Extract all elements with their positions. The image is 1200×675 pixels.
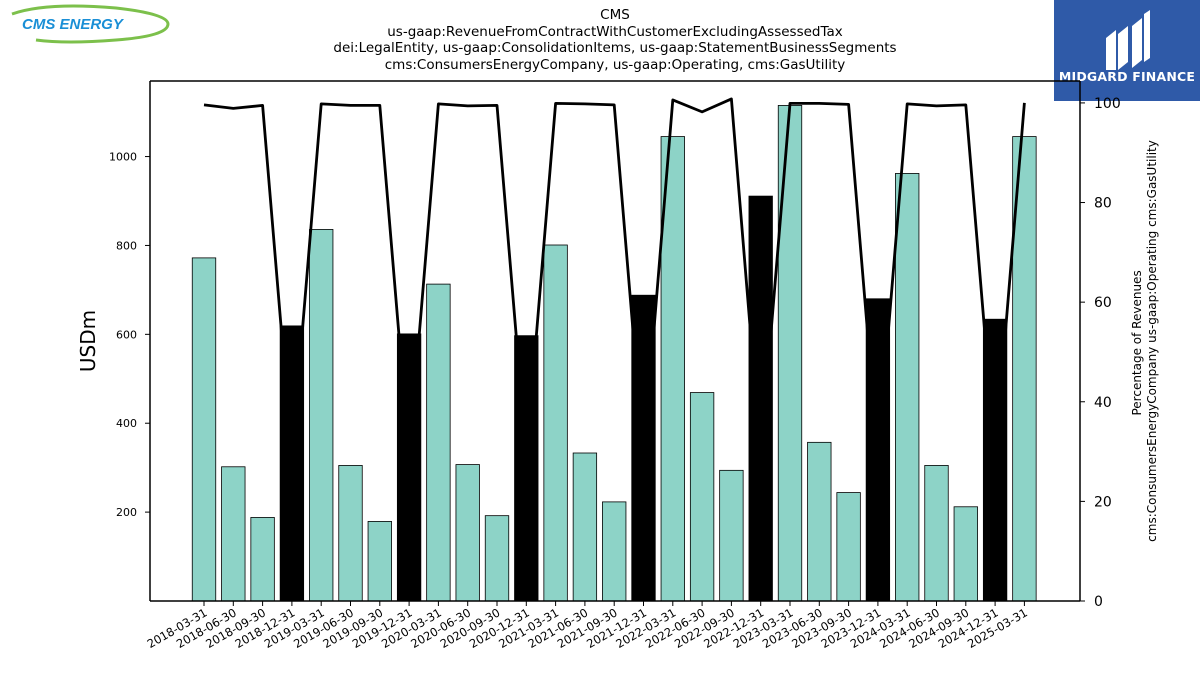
bar-2023-03-31 (777, 105, 803, 602)
cms-energy-logo: CMS ENERGY (6, 4, 172, 44)
percentage-line (203, 97, 1026, 458)
y2-axis-label-line-1: Percentage of Revenues (1130, 270, 1144, 415)
y2-tick-label: 40 (1094, 395, 1112, 411)
bar-2024-09-30 (953, 506, 978, 602)
midgard-logo-mark (1106, 10, 1150, 70)
bar-2022-06-30 (689, 392, 715, 602)
bar-2021-09-30 (602, 501, 627, 602)
midgard-finance-logo-text: MIDGARD FINANCE (1058, 69, 1196, 84)
chart-title-line-2: us-gaap:RevenueFromContractWithCustomerE… (387, 23, 843, 40)
bars-layer (191, 105, 1037, 602)
midgard-finance-logo: MIDGARD FINANCE (1054, 0, 1200, 101)
chart-title-line-4: cms:ConsumersEnergyCompany, us-gaap:Oper… (384, 56, 846, 73)
bar-2024-06-30 (924, 465, 949, 602)
bar-2018-09-30 (250, 517, 275, 602)
bar-2024-03-31 (895, 173, 920, 602)
y-tick-label: 800 (116, 239, 137, 252)
chart-title-line-3: dei:LegalEntity, us-gaap:ConsolidationIt… (333, 40, 897, 56)
bar-2019-09-30 (367, 521, 392, 602)
chart-title-line-1: CMS (600, 7, 630, 23)
y2-tick-label: 60 (1094, 295, 1112, 311)
y2-tick-label: 100 (1094, 96, 1121, 112)
bar-2023-09-30 (836, 492, 861, 602)
bar-2021-03-31 (543, 244, 568, 602)
bar-2021-06-30 (572, 452, 598, 602)
y2-axis-label-line-2: cms:ConsumersEnergyCompany us-gaap:Opera… (1145, 140, 1159, 542)
bar-2018-03-31 (191, 257, 217, 602)
bar-2019-03-31 (309, 229, 334, 602)
y-tick-label: 400 (116, 417, 137, 430)
y2-tick-label: 20 (1094, 494, 1112, 510)
cms-energy-logo-text: CMS ENERGY (22, 16, 125, 33)
y-tick-label: 1000 (109, 151, 137, 164)
y2-axis-label: Percentage of Revenues cms:ConsumersEner… (1130, 140, 1159, 542)
bar-2020-09-30 (484, 515, 510, 602)
axes-layer (149, 80, 1081, 602)
bar-2023-06-30 (807, 441, 832, 602)
y2-tick-label: 80 (1094, 196, 1112, 212)
bar-2020-12-31 (514, 335, 539, 602)
bar-2020-03-31 (426, 283, 451, 602)
y-tick-label: 200 (116, 506, 137, 519)
y2-tick-label: 0 (1094, 594, 1103, 610)
line-layer (203, 97, 1026, 458)
bar-2022-12-31 (748, 195, 773, 602)
bar-2018-06-30 (221, 466, 246, 602)
bar-2020-06-30 (455, 464, 480, 602)
y-axis-label: USDm (76, 310, 100, 372)
bar-2019-06-30 (338, 465, 363, 602)
chart-title: CMS us-gaap:RevenueFromContractWithCusto… (215, 7, 1015, 73)
y-tick-label: 600 (116, 328, 137, 341)
bar-2022-09-30 (719, 469, 744, 602)
